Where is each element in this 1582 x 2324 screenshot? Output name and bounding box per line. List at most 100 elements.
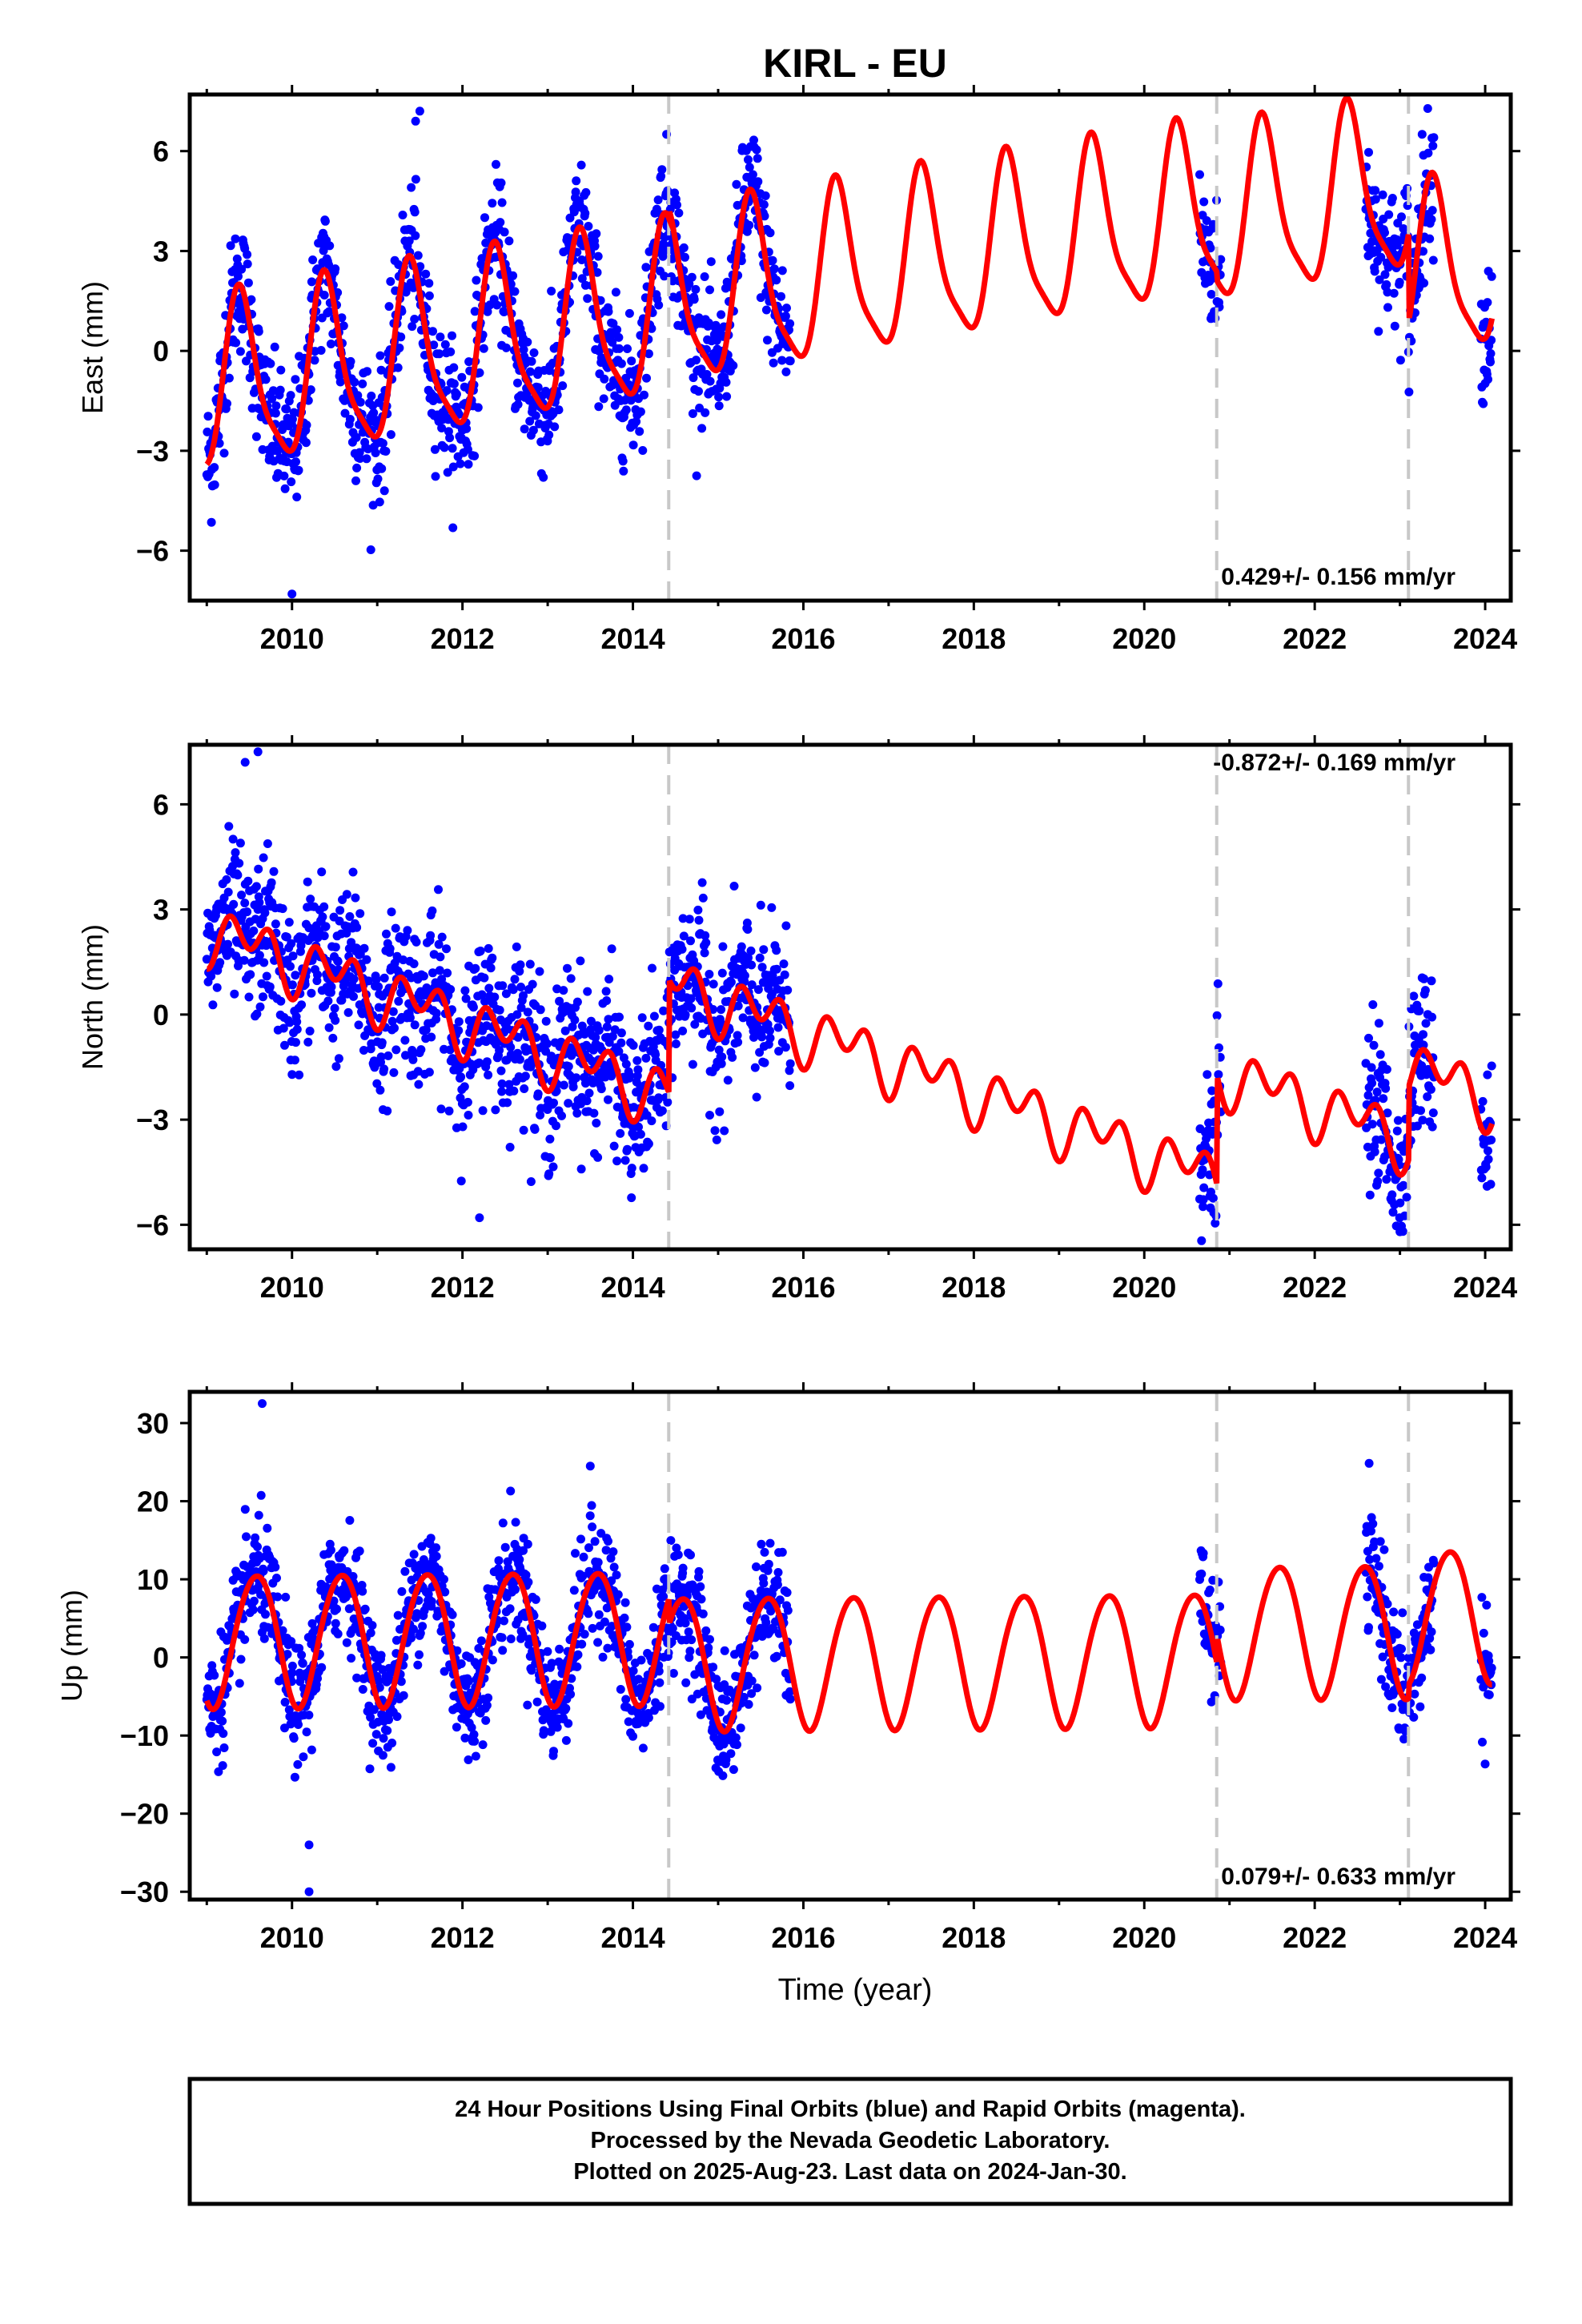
- data-point: [500, 308, 508, 316]
- data-point: [613, 1590, 623, 1599]
- data-point: [202, 955, 211, 964]
- data-point: [304, 1711, 314, 1720]
- data-point: [259, 958, 269, 967]
- data-point: [428, 327, 437, 336]
- data-point: [292, 1024, 302, 1034]
- data-point: [604, 975, 614, 984]
- data-point: [355, 909, 365, 919]
- data-point: [623, 344, 632, 353]
- data-point: [632, 1055, 642, 1065]
- data-point: [1482, 1600, 1492, 1610]
- data-point: [432, 1008, 441, 1018]
- data-point: [1427, 976, 1436, 986]
- data-point: [1364, 1622, 1373, 1632]
- data-point: [291, 375, 300, 384]
- data-point: [251, 882, 261, 891]
- data-point: [477, 254, 487, 263]
- data-point: [294, 465, 303, 475]
- data-point: [287, 589, 297, 599]
- data-point: [541, 1016, 551, 1026]
- data-point: [492, 159, 500, 169]
- data-point: [1387, 1190, 1397, 1200]
- data-point: [294, 1720, 303, 1729]
- data-point: [410, 207, 420, 217]
- data-point: [452, 1723, 461, 1732]
- data-point: [409, 1550, 419, 1559]
- data-point: [561, 1735, 571, 1745]
- data-point: [1383, 1108, 1392, 1118]
- data-point: [478, 1106, 488, 1116]
- data-point: [649, 1011, 659, 1021]
- y-tick-label: −3: [136, 1104, 169, 1136]
- y-tick-label: 0: [153, 335, 169, 368]
- x-tick-label: 2014: [601, 622, 665, 655]
- data-point: [500, 1616, 508, 1626]
- data-point: [296, 941, 306, 951]
- data-point: [1388, 1208, 1398, 1217]
- x-tick-label: 2020: [1112, 622, 1176, 655]
- data-point: [714, 392, 724, 402]
- data-point: [577, 255, 587, 264]
- data-point: [785, 1695, 795, 1704]
- data-point: [1367, 1063, 1376, 1072]
- data-point: [224, 373, 234, 383]
- data-point: [287, 1070, 297, 1080]
- data-point: [321, 922, 331, 931]
- data-point: [722, 1695, 732, 1705]
- data-point: [1199, 197, 1209, 207]
- data-point: [207, 971, 216, 981]
- data-point: [732, 179, 741, 189]
- data-point: [1425, 234, 1435, 243]
- data-point: [427, 1032, 436, 1042]
- data-point: [1382, 1064, 1391, 1074]
- data-point: [457, 372, 467, 382]
- data-point: [542, 1039, 552, 1048]
- data-point: [545, 1153, 555, 1163]
- data-point: [306, 385, 315, 395]
- up-y-axis-label: Up (mm): [55, 1590, 88, 1702]
- data-point: [279, 1023, 288, 1033]
- data-point: [504, 236, 514, 246]
- data-point: [203, 412, 213, 421]
- data-point: [391, 1045, 401, 1055]
- data-point: [467, 1723, 476, 1732]
- data-point: [1423, 1092, 1432, 1101]
- data-point: [654, 300, 664, 310]
- x-tick-label: 2018: [942, 622, 1006, 655]
- data-point: [686, 936, 695, 946]
- data-point: [470, 451, 480, 460]
- data-point: [1207, 1086, 1217, 1096]
- data-point: [1426, 1645, 1435, 1655]
- data-point: [212, 983, 222, 992]
- data-point: [1399, 224, 1408, 233]
- data-point: [319, 931, 329, 941]
- data-point: [1364, 147, 1373, 157]
- data-point: [376, 365, 386, 375]
- data-point: [686, 994, 696, 1003]
- data-point: [657, 1106, 667, 1116]
- data-point: [360, 1604, 370, 1614]
- data-point: [685, 279, 694, 288]
- data-point: [687, 1635, 697, 1645]
- data-point: [636, 1129, 645, 1139]
- data-point: [456, 459, 465, 468]
- data-point: [366, 1628, 375, 1638]
- data-point: [351, 893, 360, 903]
- data-point: [426, 931, 436, 940]
- data-point: [437, 932, 447, 942]
- y-tick-label: 3: [153, 894, 169, 927]
- data-point: [382, 929, 391, 939]
- data-point: [1368, 1519, 1378, 1529]
- data-point: [520, 424, 529, 434]
- data-point: [261, 1610, 270, 1619]
- data-point: [475, 368, 484, 377]
- data-point: [500, 1542, 510, 1552]
- figure-title: KIRL - EU: [763, 41, 947, 86]
- data-point: [621, 1695, 631, 1704]
- data-point: [302, 420, 311, 430]
- data-point: [701, 1626, 711, 1635]
- data-point: [571, 187, 580, 197]
- data-point: [319, 902, 329, 911]
- data-point: [265, 982, 275, 991]
- x-tick-label: 2018: [942, 1271, 1006, 1304]
